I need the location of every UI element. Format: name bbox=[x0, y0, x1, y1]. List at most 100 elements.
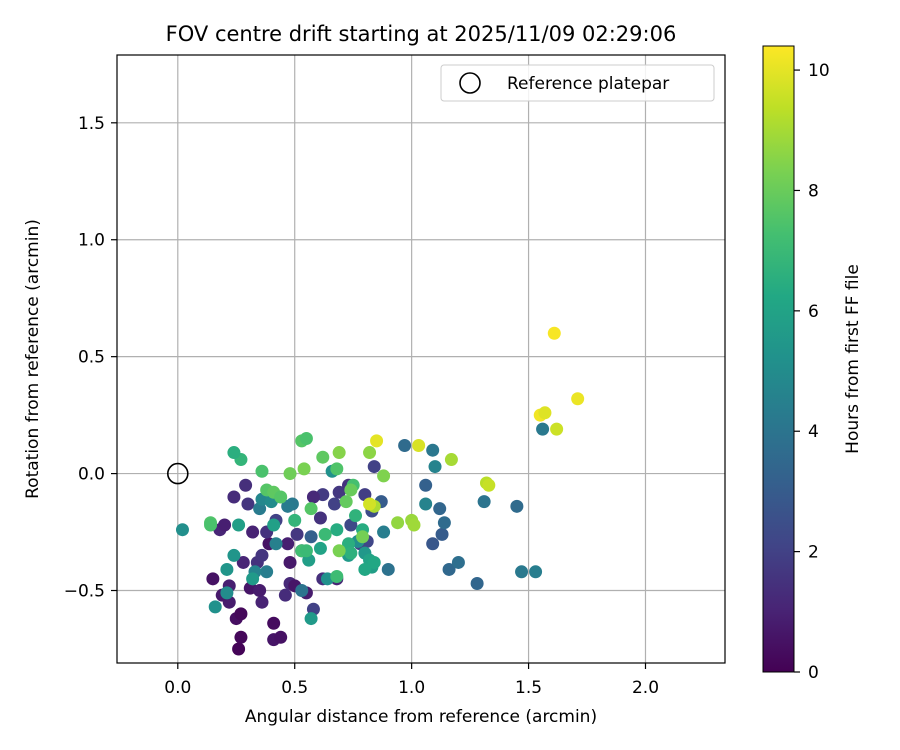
data-point bbox=[547, 326, 561, 340]
data-point bbox=[332, 485, 346, 499]
data-point bbox=[444, 453, 458, 467]
data-point bbox=[330, 569, 344, 583]
data-point bbox=[332, 544, 346, 558]
data-point bbox=[515, 565, 529, 579]
data-point bbox=[227, 446, 241, 460]
data-point bbox=[482, 478, 496, 492]
data-point bbox=[536, 422, 550, 436]
data-point bbox=[234, 607, 248, 621]
data-point bbox=[339, 495, 353, 509]
data-point bbox=[278, 588, 292, 602]
data-point bbox=[330, 462, 344, 476]
legend-label: Reference platepar bbox=[507, 74, 669, 94]
data-point bbox=[281, 499, 295, 513]
data-point bbox=[426, 443, 440, 457]
data-point bbox=[299, 432, 313, 446]
reference-marker bbox=[167, 462, 189, 485]
data-point bbox=[451, 555, 465, 569]
data-point bbox=[428, 460, 442, 474]
data-point bbox=[363, 497, 377, 511]
data-point bbox=[344, 483, 358, 497]
data-point bbox=[363, 446, 377, 460]
data-point bbox=[299, 544, 313, 558]
data-point bbox=[377, 469, 391, 483]
data-point bbox=[419, 478, 433, 492]
plot-frame bbox=[116, 54, 726, 664]
data-point bbox=[370, 434, 384, 448]
data-point bbox=[550, 422, 564, 436]
colorbar-tick-label: 8 bbox=[808, 181, 819, 201]
data-point bbox=[356, 530, 370, 544]
legend: Reference platepar bbox=[440, 64, 715, 102]
y-axis-ticks: −0.5 0.0 0.5 1.0 1.5 bbox=[64, 114, 117, 602]
colorbar bbox=[762, 45, 795, 673]
data-point bbox=[227, 490, 241, 504]
data-point bbox=[227, 548, 241, 562]
data-point bbox=[288, 513, 302, 527]
data-point bbox=[381, 562, 395, 576]
data-point bbox=[304, 502, 318, 516]
data-point bbox=[255, 548, 269, 562]
data-point bbox=[419, 497, 433, 511]
data-point bbox=[332, 446, 346, 460]
x-tick-label: 0.5 bbox=[281, 678, 308, 698]
data-point bbox=[281, 537, 295, 551]
y-tick-label: 0.5 bbox=[78, 348, 105, 368]
data-point bbox=[295, 584, 309, 598]
data-point bbox=[274, 630, 288, 644]
x-axis-ticks: 0.0 0.5 1.0 1.5 2.0 bbox=[164, 663, 659, 698]
grid-lines bbox=[117, 55, 725, 663]
data-point bbox=[236, 555, 250, 569]
data-point bbox=[246, 572, 260, 586]
legend-marker-icon bbox=[459, 72, 481, 94]
x-tick-label: 0.0 bbox=[164, 678, 191, 698]
data-point bbox=[218, 518, 232, 532]
x-tick-label: 1.0 bbox=[398, 678, 425, 698]
data-point bbox=[269, 537, 283, 551]
data-point bbox=[290, 527, 304, 541]
data-point bbox=[306, 490, 320, 504]
data-point bbox=[358, 562, 372, 576]
data-point bbox=[412, 439, 426, 453]
x-tick-label: 2.0 bbox=[632, 678, 659, 698]
data-point bbox=[470, 576, 484, 590]
colorbar-tick-label: 10 bbox=[808, 61, 830, 81]
data-point bbox=[433, 502, 447, 516]
data-point bbox=[316, 450, 330, 464]
data-point bbox=[232, 642, 246, 656]
data-point bbox=[239, 478, 253, 492]
data-point bbox=[367, 460, 381, 474]
data-point bbox=[538, 406, 552, 420]
data-point bbox=[274, 490, 288, 504]
data-point bbox=[260, 565, 274, 579]
data-point bbox=[426, 537, 440, 551]
colorbar-ticks: 0 2 4 6 8 10 bbox=[794, 61, 830, 683]
data-point bbox=[206, 572, 220, 586]
data-point bbox=[349, 509, 363, 523]
colorbar-tick-label: 4 bbox=[808, 422, 819, 442]
data-point bbox=[407, 518, 421, 532]
data-point bbox=[232, 518, 246, 532]
data-point bbox=[304, 612, 318, 626]
data-point bbox=[267, 616, 281, 630]
data-point bbox=[437, 516, 451, 530]
y-tick-label: 0.0 bbox=[78, 465, 105, 485]
colorbar-label: Hours from first FF file bbox=[843, 264, 863, 454]
data-point bbox=[327, 497, 341, 511]
data-point bbox=[253, 584, 267, 598]
colorbar-tick-label: 0 bbox=[808, 663, 819, 683]
chart-title: FOV centre drift starting at 2025/11/09 … bbox=[166, 22, 677, 46]
data-point bbox=[297, 462, 311, 476]
y-axis-label: Rotation from reference (arcmin) bbox=[23, 219, 43, 499]
data-point bbox=[234, 630, 248, 644]
data-point bbox=[220, 586, 234, 600]
data-point bbox=[241, 497, 255, 511]
data-point bbox=[398, 439, 412, 453]
legend-box bbox=[440, 64, 715, 102]
data-point bbox=[529, 565, 543, 579]
x-tick-label: 1.5 bbox=[515, 678, 542, 698]
data-point bbox=[255, 464, 269, 478]
data-point bbox=[391, 516, 405, 530]
data-point bbox=[344, 546, 358, 560]
